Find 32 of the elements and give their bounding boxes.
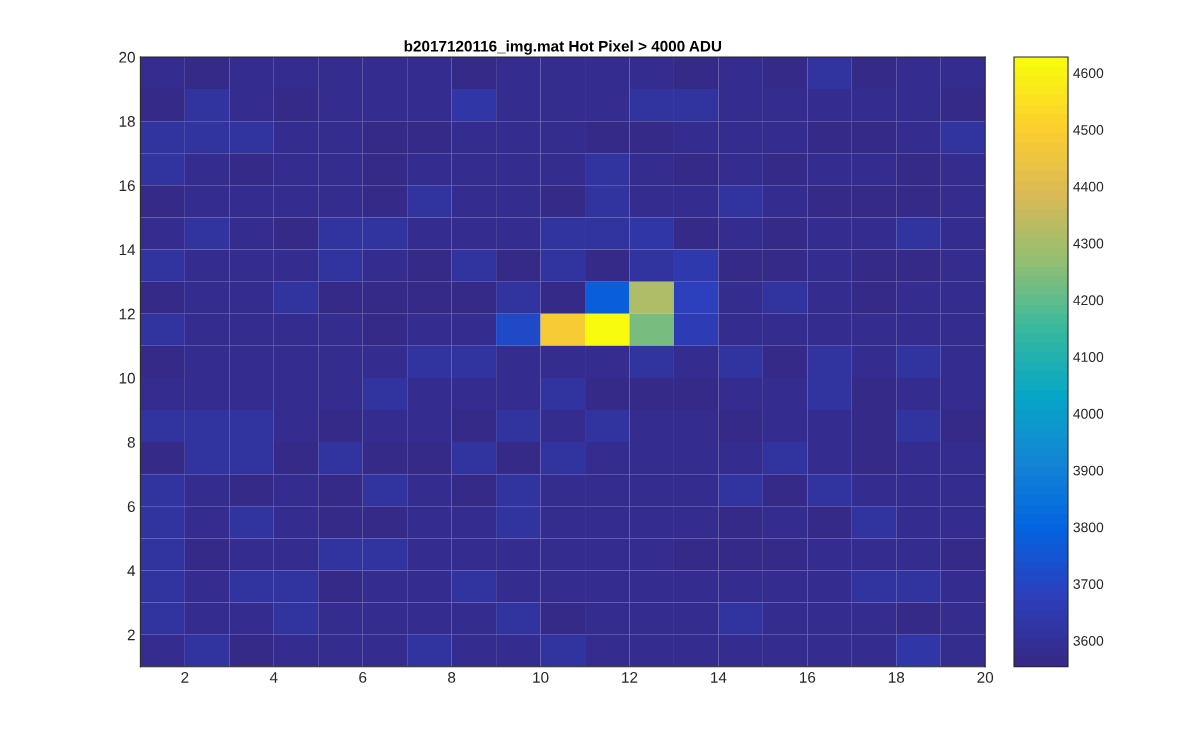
- y-tick-label: 20: [119, 51, 135, 63]
- y-tick-label: 16: [119, 180, 135, 192]
- x-tick-label: 20: [977, 672, 994, 683]
- x-tick-label: 12: [622, 672, 638, 683]
- x-tick-label: 18: [888, 672, 905, 683]
- color-bar-label: 3800: [1073, 522, 1104, 533]
- y-tick-label: 2: [127, 629, 135, 641]
- color-bar-label: 4600: [1073, 68, 1104, 79]
- x-tick-label: 4: [269, 672, 278, 683]
- color-bar-label: 4400: [1073, 181, 1104, 192]
- y-tick-label: 8: [127, 436, 135, 448]
- x-tick-label: 16: [800, 672, 816, 683]
- chart-title: b2017120116_img.mat Hot Pixel > 4000 ADU: [404, 40, 722, 55]
- color-bar-label: 4300: [1073, 238, 1104, 249]
- y-tick-label: 10: [119, 372, 135, 384]
- color-bar-label: 4000: [1073, 408, 1104, 419]
- y-tick-label: 18: [119, 116, 135, 127]
- color-bar-label: 3700: [1073, 579, 1104, 590]
- x-tick-label: 14: [711, 672, 727, 683]
- color-bar-label: 4500: [1073, 125, 1104, 135]
- x-tick-label: 2: [181, 672, 189, 683]
- y-tick-label: 12: [119, 308, 135, 320]
- color-bar-label: 3600: [1073, 635, 1104, 646]
- color-bar-label: 4100: [1073, 352, 1104, 362]
- color-bar-label: 4200: [1073, 295, 1104, 306]
- y-tick-label: 4: [127, 565, 136, 577]
- y-tick-label: 6: [127, 501, 135, 512]
- y-tick-label: 14: [119, 244, 136, 256]
- x-tick-label: 8: [448, 672, 456, 683]
- color-bar-label: 3900: [1073, 465, 1104, 476]
- x-tick-label: 6: [359, 672, 367, 683]
- x-tick-label: 10: [533, 672, 549, 683]
